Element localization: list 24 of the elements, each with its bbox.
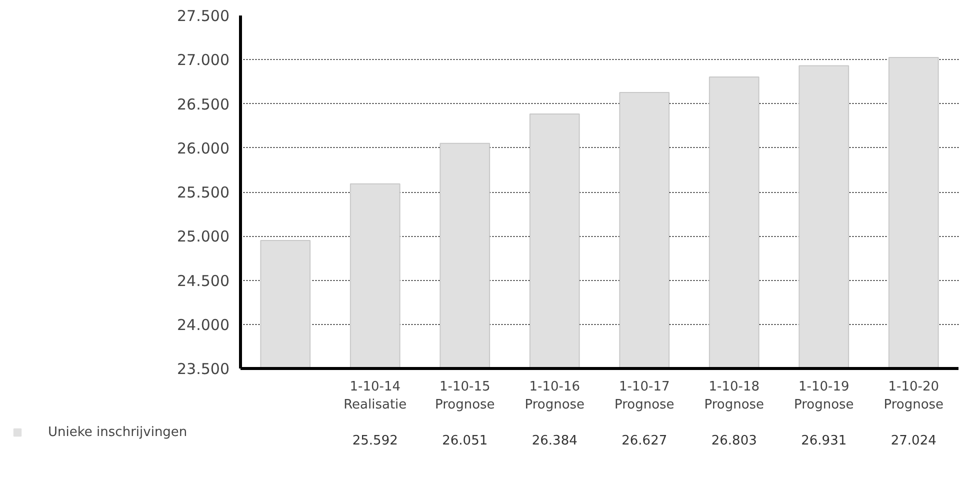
y-tick-label: 25.000 (177, 228, 230, 246)
y-tick-label: 27.000 (177, 51, 230, 70)
data-label: 26.384 (532, 434, 578, 448)
x-tick-label: 1-10-18 Prognose (704, 380, 764, 412)
y-tick-label: 26.000 (177, 139, 230, 158)
x-tick-label: 1-10-20 Prognose (884, 380, 944, 412)
y-tick-label: 25.500 (177, 184, 230, 202)
y-tick-label: 24.500 (177, 272, 230, 290)
x-tick-label: 1-10-16 Prognose (524, 380, 585, 412)
data-label: 26.803 (711, 434, 757, 448)
legend-label: Unieke inschrijvingen (48, 424, 188, 440)
x-tick-label: 1-10-19 Prognose (794, 380, 854, 412)
y-tick-label: 27.500 (177, 7, 230, 25)
x-tick-label: 1-10-15 Prognose (434, 380, 495, 412)
data-label: 26.627 (622, 434, 668, 448)
x-tick-label: 1-10-14 Realisatie (344, 380, 407, 412)
data-label: 27.024 (890, 434, 936, 448)
y-tick-label: 23.500 (177, 360, 230, 378)
data-label: 25.592 (352, 434, 398, 448)
x-tick-label: 1-10-17 Prognose (614, 380, 674, 412)
y-tick-label: 24.000 (177, 316, 230, 334)
data-label: 26.051 (442, 434, 488, 448)
y-tick-label: 26.500 (177, 95, 230, 114)
data-label: 26.931 (801, 434, 847, 448)
